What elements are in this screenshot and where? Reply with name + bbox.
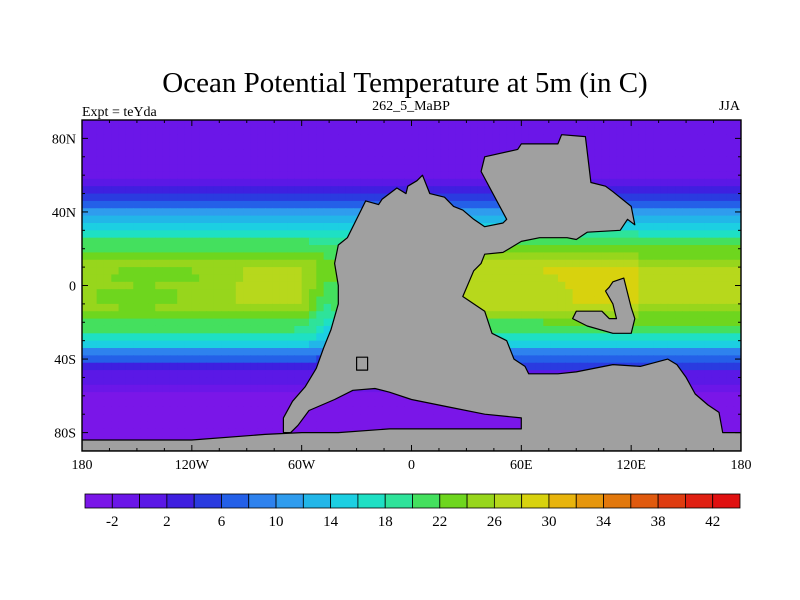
x-tick-label: 120W (175, 458, 210, 473)
colorbar-label: 34 (596, 514, 612, 530)
colorbar-swatch (139, 493, 168, 509)
y-tick-label: 0 (69, 280, 76, 295)
colorbar-swatch (548, 493, 577, 509)
colorbar-label: 26 (487, 514, 503, 530)
colorbar-swatch (275, 493, 304, 509)
plot-title: Ocean Potential Temperature at 5m (in C) (162, 67, 647, 99)
colorbar-swatch (248, 493, 277, 509)
colorbar-label: -2 (106, 514, 119, 530)
colorbar-swatch (630, 493, 659, 509)
y-tick-label: 80N (52, 132, 76, 147)
colorbar-swatch (657, 493, 686, 509)
colorbar-swatch (439, 493, 468, 509)
colorbar-swatch (302, 493, 332, 509)
colorbar-label: 42 (705, 514, 720, 530)
colorbar-label: 6 (218, 514, 226, 530)
colorbar-swatch (193, 493, 222, 509)
subtitle-center: 262_5_MaBP (372, 99, 450, 114)
y-tick-label: 80S (54, 427, 76, 442)
colorbar-swatch (330, 493, 359, 509)
x-tick-label: 60W (288, 458, 316, 473)
colorbar-swatch (111, 493, 140, 509)
colorbar-label: 22 (432, 514, 447, 530)
colorbar-swatch (384, 493, 413, 509)
colorbar-label: 18 (378, 514, 393, 530)
colorbar-label: 30 (541, 514, 556, 530)
land-small-island (356, 356, 369, 371)
subtitle-right: JJA (719, 99, 741, 114)
land-mask (82, 134, 741, 451)
land-inner-island (571, 277, 636, 334)
colorbar-swatch (84, 493, 113, 509)
colorbar-swatch (221, 493, 250, 509)
subtitle-left: Expt = teYda (82, 105, 158, 120)
land-pangaea-main (82, 134, 741, 451)
x-tick-label: 180 (731, 458, 752, 473)
colorbar-swatch (685, 493, 714, 509)
x-tick-label: 180 (72, 458, 93, 473)
x-tick-label: 60E (510, 458, 533, 473)
colorbar-label: 10 (269, 514, 284, 530)
colorbar-swatch (166, 493, 195, 509)
colorbar-swatch (521, 493, 550, 509)
colorbar-swatch (357, 493, 386, 509)
colorbar-swatch (712, 493, 741, 509)
map-area (82, 120, 741, 451)
x-tick-label: 120E (616, 458, 646, 473)
colorbar-label: 2 (163, 514, 171, 530)
colorbar-swatch (493, 493, 523, 509)
colorbar-swatch (466, 493, 495, 509)
colorbar-label: 38 (651, 514, 666, 530)
y-tick-label: 40N (52, 206, 76, 221)
x-tick-label: 0 (408, 458, 415, 473)
colorbar-swatch (603, 493, 632, 509)
axes: 180 120W 60W 0 60E 120E 180 80N 40N 0 40S 80S (52, 119, 752, 473)
colorbar: -2 2 6 10 14 18 22 26 30 34 38 42 (84, 493, 741, 530)
colorbar-swatch (412, 493, 441, 509)
colorbar-swatch (575, 493, 604, 509)
y-tick-label: 40S (54, 353, 76, 368)
colorbar-label: 14 (323, 514, 339, 530)
